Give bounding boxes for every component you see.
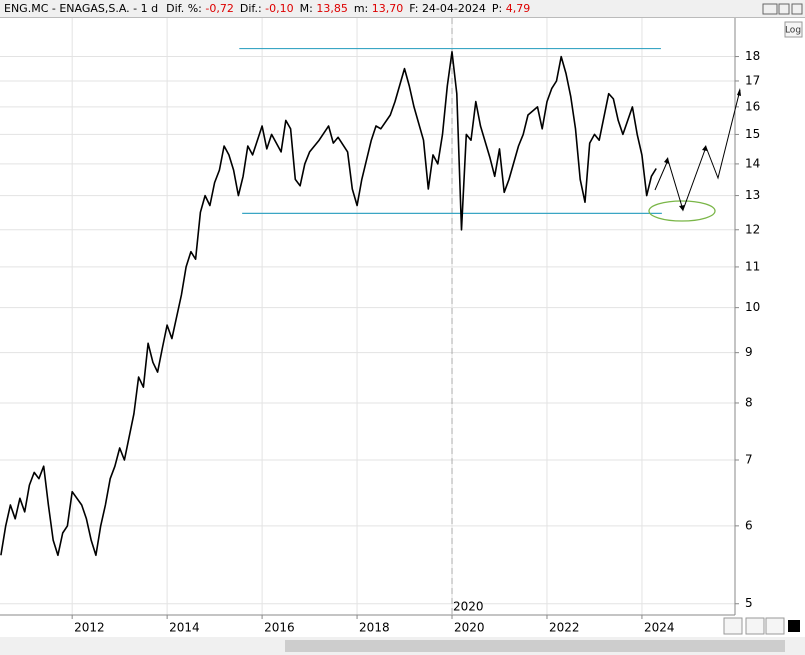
y-tick-label: 6 bbox=[745, 518, 753, 532]
field-label: P: bbox=[491, 2, 503, 15]
y-tick-label: 13 bbox=[745, 188, 760, 202]
x-tick-label: 2016 bbox=[264, 621, 295, 635]
tool-button[interactable] bbox=[745, 617, 765, 635]
field-label: M: bbox=[299, 2, 313, 15]
color-button[interactable] bbox=[788, 620, 800, 632]
y-tick-label: 11 bbox=[745, 259, 760, 273]
y-tick-label: 17 bbox=[745, 73, 760, 87]
tool-button[interactable] bbox=[765, 617, 785, 635]
y-tick-label: 9 bbox=[745, 345, 753, 359]
field-value: 13,70 bbox=[371, 2, 404, 15]
marker-label: 2020 bbox=[453, 600, 484, 614]
highlight-ellipse bbox=[648, 200, 716, 222]
window-button[interactable] bbox=[762, 3, 778, 15]
x-tick-label: 2020 bbox=[454, 621, 485, 635]
y-tick-label: 10 bbox=[745, 300, 760, 314]
header: ENG.MC - ENAGAS,S.A. - 1 d Dif. %: -0,72 D… bbox=[0, 0, 805, 18]
y-tick-label: 18 bbox=[745, 49, 760, 63]
field-label: F: bbox=[409, 2, 419, 15]
field-label: m: bbox=[353, 2, 369, 15]
scroll-thumb[interactable] bbox=[285, 640, 785, 652]
field-value: -0,10 bbox=[265, 2, 294, 15]
y-tick-label: 16 bbox=[745, 99, 760, 113]
x-tick-label: 2018 bbox=[359, 621, 390, 635]
y-tick-label: 14 bbox=[745, 156, 760, 170]
log-button[interactable] bbox=[784, 21, 803, 38]
window-button[interactable] bbox=[791, 3, 803, 15]
symbol: ENG.MC - ENAGAS,S.A. - 1 d bbox=[4, 2, 159, 15]
x-tick-label: 2012 bbox=[74, 621, 105, 635]
y-tick-label: 7 bbox=[745, 453, 753, 467]
field-value: -0,72 bbox=[205, 2, 234, 15]
y-tick-label: 12 bbox=[745, 222, 760, 236]
field-label: Dif.: bbox=[239, 2, 262, 15]
price-line bbox=[0, 51, 657, 557]
y-tick-label: 5 bbox=[745, 596, 753, 610]
background bbox=[0, 18, 805, 655]
x-tick-label: 2014 bbox=[169, 621, 200, 635]
x-tick-label: 2022 bbox=[549, 621, 580, 635]
window-button[interactable] bbox=[778, 3, 790, 15]
y-tick-label: 8 bbox=[745, 395, 753, 409]
field-value: 24-04-2024 bbox=[421, 2, 486, 15]
arrowheads bbox=[664, 88, 741, 211]
y-tick-label: 15 bbox=[745, 127, 760, 141]
x-tick-label: 2024 bbox=[644, 621, 675, 635]
log-button-label: Log bbox=[785, 26, 801, 36]
tool-button[interactable] bbox=[723, 617, 743, 635]
forecast-path bbox=[654, 89, 741, 212]
field-value: 13,85 bbox=[316, 2, 348, 15]
field-label: Dif. %: bbox=[166, 2, 202, 15]
field-value: 4,79 bbox=[505, 2, 531, 15]
